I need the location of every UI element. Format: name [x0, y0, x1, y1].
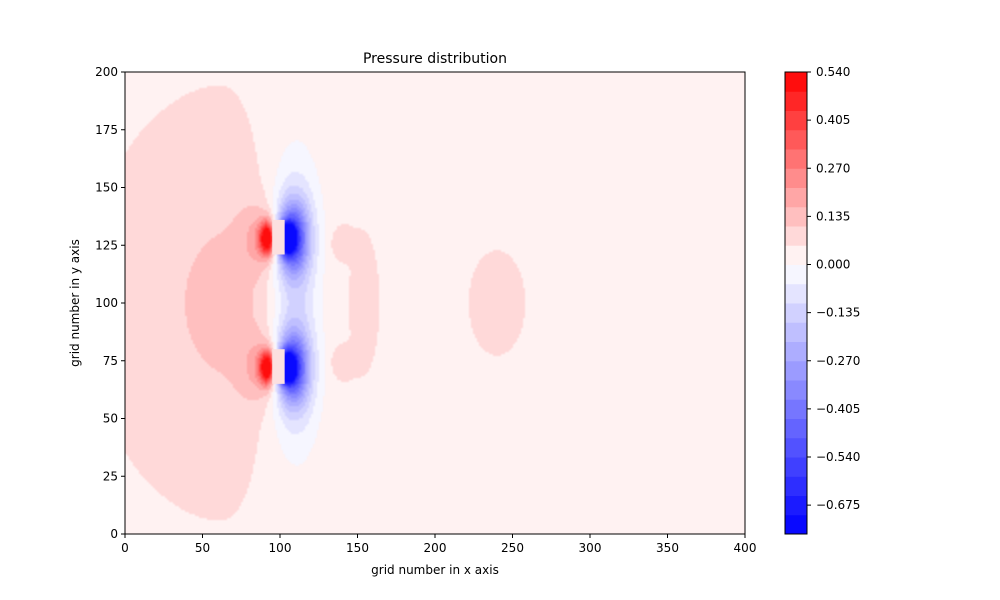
colorbar-band [785, 495, 807, 516]
colorbar-band [785, 380, 807, 400]
colorbar-tick-label: −0.270 [816, 354, 860, 368]
colorbar-band [785, 168, 807, 188]
x-tick-label: 150 [346, 541, 369, 555]
x-tick-label: 350 [656, 541, 679, 555]
colorbar-band [785, 72, 807, 92]
y-tick-label: 200 [95, 65, 118, 79]
colorbar-band [785, 399, 807, 419]
colorbar-band [785, 476, 807, 496]
colorbar-band [785, 129, 807, 150]
colorbar-band [785, 245, 807, 265]
colorbar-tick-label: −0.135 [816, 306, 860, 320]
colorbar-tick-label: 0.270 [816, 161, 850, 175]
x-tick-label: 200 [424, 541, 447, 555]
y-tick-label: 175 [95, 123, 118, 137]
plot-area [124, 71, 746, 535]
colorbar-band [785, 149, 807, 169]
colorbar-tick-label: 0.405 [816, 113, 850, 127]
colorbar-tick-label: −0.540 [816, 450, 860, 464]
colorbar-tick-label: 0.540 [816, 65, 850, 79]
colorbar-band [785, 457, 807, 477]
obstacles-layer [272, 219, 285, 384]
y-tick-label: 25 [103, 469, 118, 483]
colorbar-tick-label: 0.135 [816, 209, 850, 223]
x-tick-label: 300 [579, 541, 602, 555]
chart-title: Pressure distribution [363, 51, 507, 67]
colorbar-band [785, 418, 807, 439]
x-tick-label: 50 [195, 541, 210, 555]
y-tick-label: 50 [103, 412, 118, 426]
x-axis-label: grid number in x axis [371, 563, 499, 577]
obstacle-1 [272, 219, 285, 255]
colorbar-band [785, 91, 807, 111]
x-tick-label: 0 [121, 541, 129, 555]
pressure-field-image [125, 72, 745, 534]
colorbar-band [785, 303, 807, 323]
colorbar-band [785, 322, 807, 342]
colorbar-band [785, 187, 807, 208]
y-axis: 0 25 50 75 100 125 150 175 200 [95, 65, 125, 541]
x-tick-label: 250 [501, 541, 524, 555]
y-axis-label: grid number in y axis [68, 239, 82, 367]
colorbar-tick-label: −0.675 [816, 498, 860, 512]
obstacle-2 [272, 349, 285, 384]
colorbar-band [785, 206, 807, 227]
x-axis: 0 50 100 150 200 250 300 350 400 [121, 534, 756, 555]
y-tick-label: 125 [95, 238, 118, 252]
x-tick-label: 400 [734, 541, 757, 555]
y-tick-label: 0 [110, 527, 118, 541]
colorbar-band [785, 283, 807, 304]
x-tick-label: 100 [269, 541, 292, 555]
y-tick-label: 150 [95, 181, 118, 195]
colorbar-band [785, 514, 807, 535]
colorbar-band [785, 264, 807, 285]
colorbar-band [785, 341, 807, 362]
colorbar-tick-label: 0.000 [816, 258, 850, 272]
colorbar-band [785, 110, 807, 131]
colorbar-band [785, 437, 807, 458]
colorbar-band [785, 226, 807, 246]
colorbar-bands [785, 72, 807, 535]
colorbar: 0.540 0.405 0.270 0.135 0.000 −0.135 −0.270 −0.… [784, 65, 860, 535]
y-tick-label: 75 [103, 354, 118, 368]
colorbar-ticks: 0.540 0.405 0.270 0.135 0.000 −0.135 −0.270 −0.… [807, 65, 860, 512]
colorbar-tick-label: −0.405 [816, 402, 860, 416]
y-tick-label: 100 [95, 296, 118, 310]
colorbar-frame [784, 71, 808, 535]
colorbar-band [785, 360, 807, 381]
